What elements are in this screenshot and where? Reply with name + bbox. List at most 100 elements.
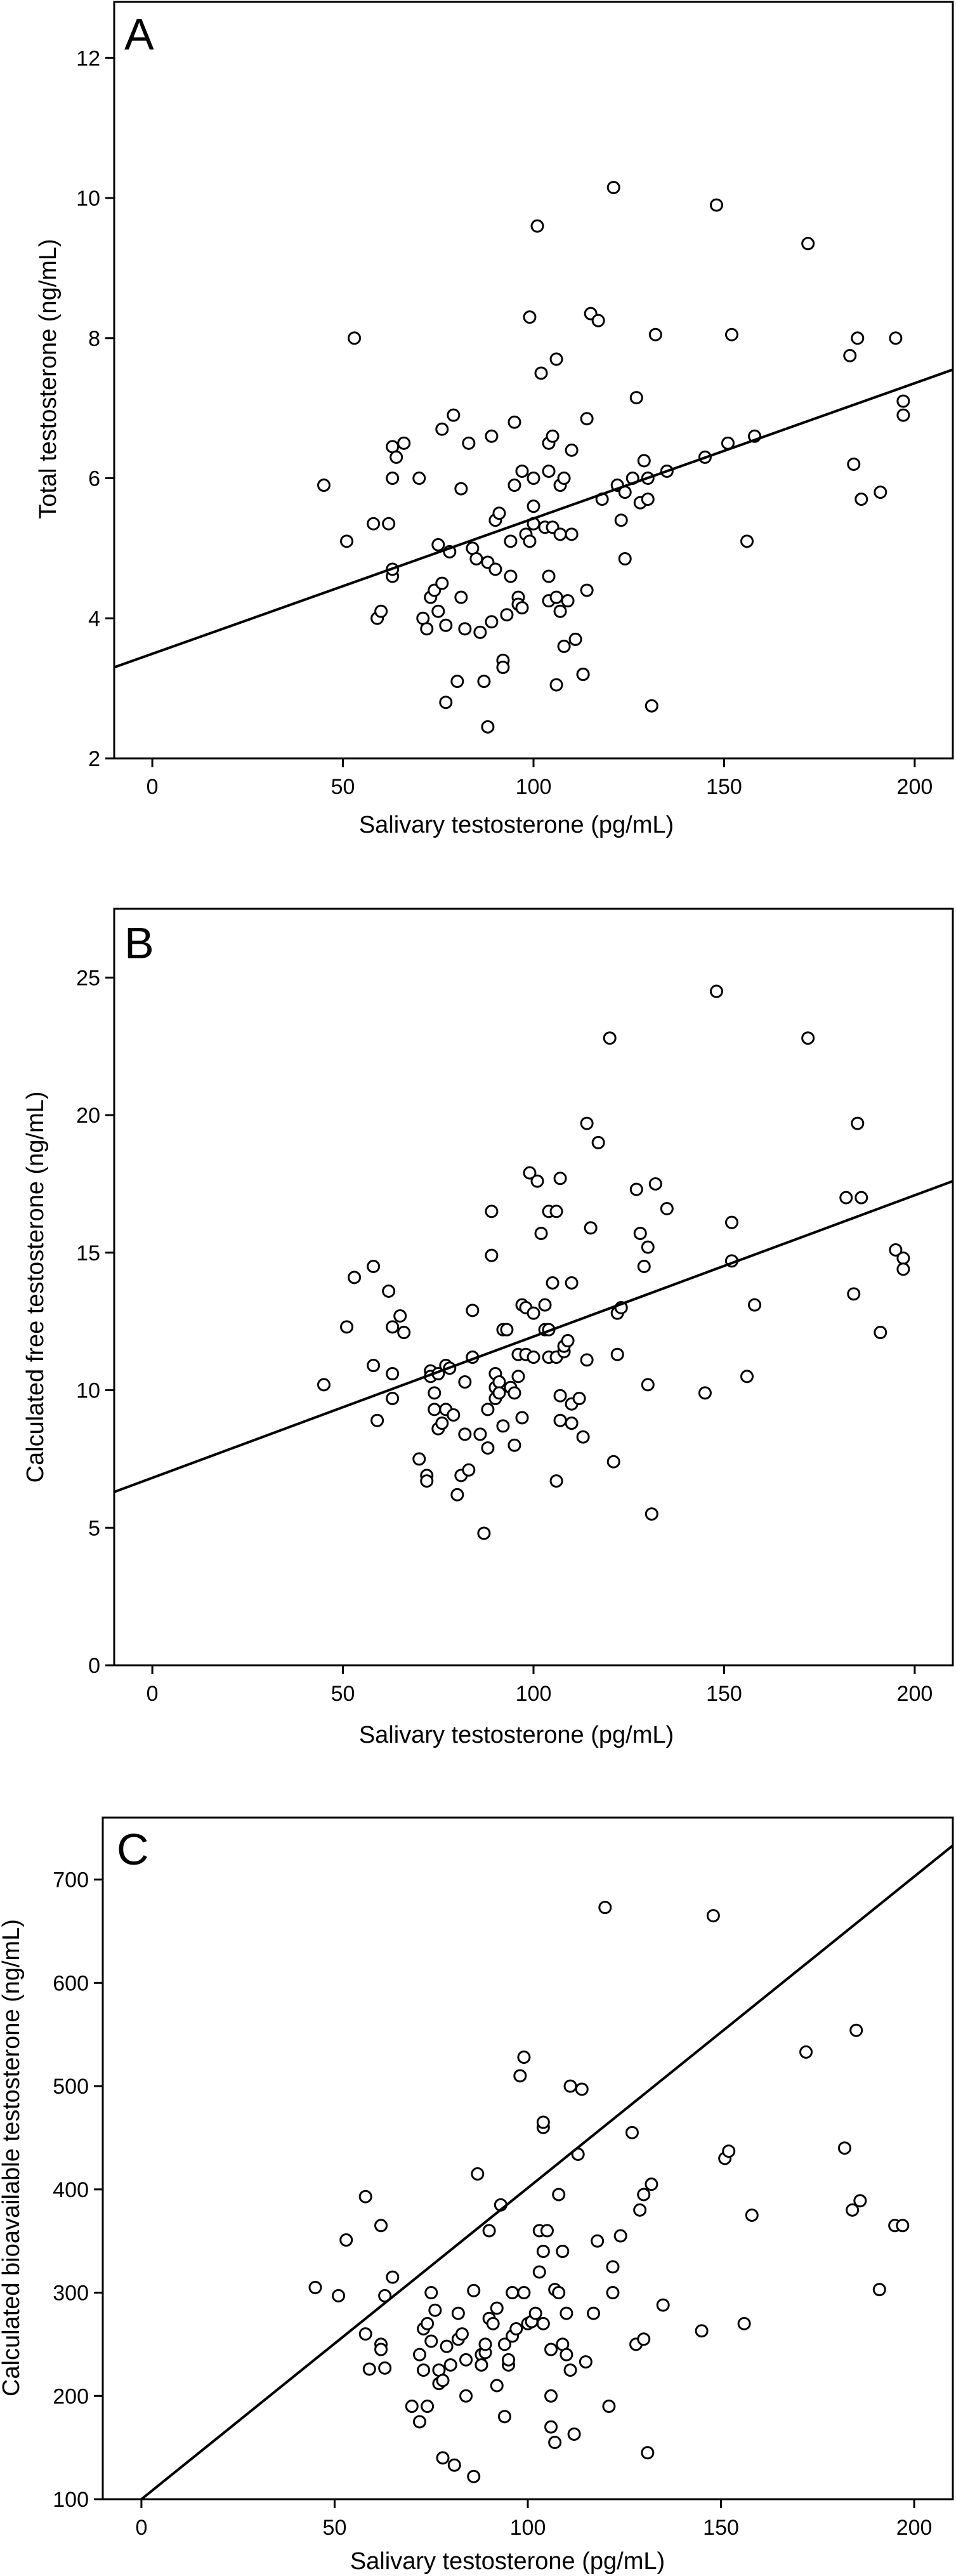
scatter-point (496, 661, 510, 675)
scatter-point (580, 1353, 594, 1367)
scatter-point (548, 2436, 562, 2449)
scatter-point (317, 479, 331, 492)
panel-label: C (117, 1825, 149, 1874)
scatter-point (572, 1392, 586, 1406)
scatter-point (374, 604, 388, 618)
scatter-point (458, 1375, 472, 1389)
scatter-point (645, 1507, 658, 1521)
scatter-point (367, 517, 381, 531)
x-tick-label: 150 (706, 775, 742, 799)
scatter-point (358, 2327, 372, 2341)
scatter-point (450, 1488, 464, 1502)
scatter-point (540, 2224, 554, 2238)
y-tick-label: 10 (76, 187, 100, 211)
x-tick-label: 150 (706, 1682, 742, 1706)
scatter-point (317, 1378, 331, 1392)
scatter-point (492, 506, 506, 520)
scatter-point (648, 327, 662, 341)
scatter-point (896, 1262, 910, 1276)
scatter-point (467, 2469, 481, 2483)
scatter-point (459, 2353, 473, 2367)
scatter-point (490, 2301, 504, 2315)
scatter-point (560, 2306, 573, 2320)
y-tick-label: 2 (88, 747, 100, 771)
y-tick-label: 100 (53, 2488, 89, 2512)
x-axis-label: Salivary testosterone (pg/mL) (359, 812, 674, 838)
plot-area-frame (113, 908, 954, 1667)
scatter-point (412, 472, 426, 485)
scatter-point (536, 2115, 550, 2129)
scatter-point (606, 180, 620, 194)
scatter-point (431, 604, 445, 618)
x-tick-label: 0 (147, 775, 159, 799)
scatter-point (549, 1205, 563, 1219)
scatter-point (513, 2069, 527, 2083)
scatter-point (561, 1334, 575, 1348)
scatter-point (481, 1403, 495, 1417)
scatter-point (412, 1452, 426, 1466)
scatter-point (454, 482, 468, 496)
scatter-point (504, 534, 518, 548)
scatter-point (837, 2141, 851, 2155)
scatter-point (610, 1347, 624, 1361)
scatter-point (536, 2316, 550, 2330)
scatter-point (435, 1417, 449, 1430)
x-tick-label: 50 (331, 1682, 355, 1706)
scatter-point (563, 2363, 577, 2377)
plot-area-frame (113, 1, 954, 760)
scatter-point (462, 1463, 476, 1477)
x-tick-label: 200 (897, 775, 933, 799)
scatter-point (846, 2203, 860, 2217)
scatter-point (603, 1031, 617, 1045)
y-tick-label: 8 (88, 327, 100, 351)
scatter-point (748, 1298, 762, 1312)
scatter-point (544, 2389, 558, 2403)
scatter-point (563, 2079, 577, 2093)
scatter-point (435, 576, 449, 590)
scatter-point (606, 2260, 620, 2274)
plot-area-frame (101, 1816, 954, 2500)
scatter-point (637, 454, 651, 468)
scatter-point (645, 2177, 658, 2191)
scatter-point (552, 2286, 566, 2300)
scatter-point (435, 422, 449, 436)
scatter-point (544, 2342, 558, 2356)
scatter-point (641, 1240, 655, 1254)
scatter-point (440, 2339, 454, 2353)
scatter-point (420, 1474, 434, 1488)
scatter-point (580, 583, 594, 597)
scatter-point (557, 639, 571, 653)
scatter-point (378, 2361, 392, 2375)
scatter-point (467, 2283, 481, 2297)
scatter-point (340, 534, 354, 548)
scatter-point (565, 443, 579, 457)
scatter-point (374, 2219, 388, 2233)
scatter-point (485, 429, 499, 443)
y-tick-label: 20 (76, 1104, 100, 1128)
scatter-point (633, 2203, 647, 2217)
scatter-point (367, 1259, 381, 1273)
chart-panel-c: C 0 50 100 150 200 100 200 300 400 500 600 700 Sali… (0, 1816, 954, 2575)
scatter-point (527, 472, 540, 485)
x-tick-label: 0 (147, 1682, 159, 1706)
scatter-point (397, 1326, 411, 1340)
scatter-point (801, 237, 815, 251)
scatter-point (492, 1375, 506, 1389)
scatter-point (436, 2374, 450, 2388)
scatter-point (386, 1367, 400, 1381)
scatter-point (497, 2337, 511, 2351)
scatter-point (485, 615, 499, 629)
scatter-point (517, 2051, 531, 2064)
y-tick-label: 400 (53, 2178, 89, 2202)
y-tick-label: 5 (88, 1516, 100, 1540)
scatter-point (641, 1378, 655, 1392)
scatter-point (424, 2286, 438, 2300)
x-tick-label: 50 (323, 2516, 347, 2540)
scatter-point (637, 2188, 651, 2202)
scatter-point (454, 590, 468, 604)
regression-line (114, 368, 953, 669)
x-tick-label: 200 (897, 1682, 933, 1706)
scatter-point (556, 2244, 570, 2258)
scatter-point (896, 408, 910, 422)
